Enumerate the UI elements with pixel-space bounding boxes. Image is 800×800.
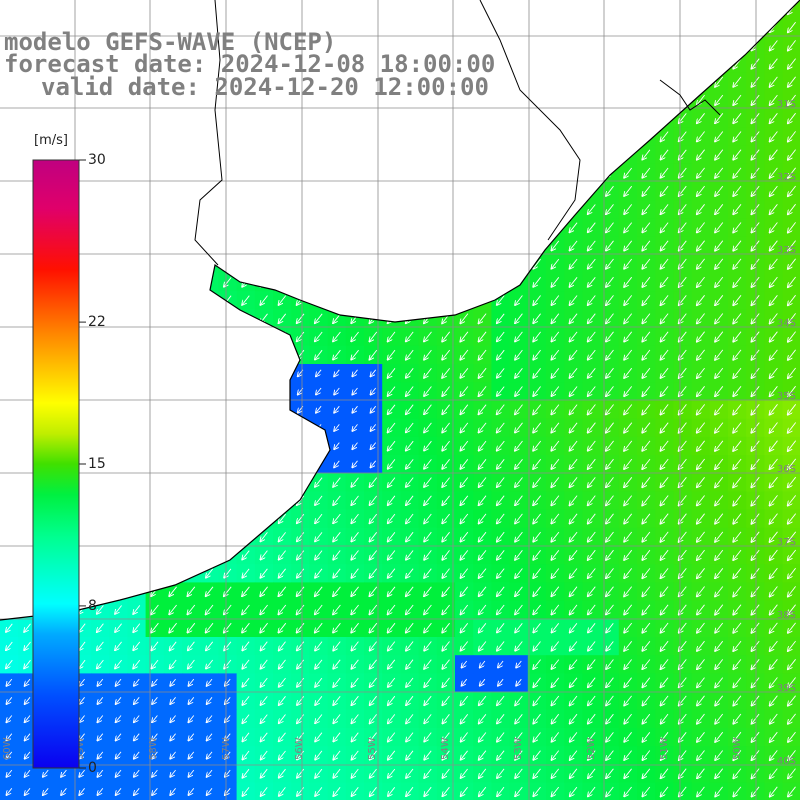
colorbar-tick-label: 15 [88,456,106,472]
lat-label: 33S [777,245,796,256]
title-valid-date: valid date: 2024-12-20 12:00:00 [41,73,489,101]
lon-label: 54W [440,737,451,760]
lat-label: 36S [777,464,796,475]
lat-label: 39S [777,683,796,694]
colorbar-tick-label: 8 [88,598,97,614]
lon-label: 55W [367,737,378,760]
lon-label: 58W [148,737,159,760]
lat-label: 34S [777,318,796,329]
lon-label: 60W [2,737,13,760]
lat-label: 40S [777,756,796,767]
lat-label: 35S [777,391,796,402]
lat-label: 37S [777,537,796,548]
colorbar-tick-label: 30 [88,152,106,168]
lon-label: 50W [732,737,743,760]
lon-label: 56W [294,737,305,760]
colorbar-tick-label: 22 [88,314,106,330]
lat-label: 38S [777,610,796,621]
colorbar [32,159,80,769]
lon-label: 57W [221,737,232,760]
lon-label: 52W [586,737,597,760]
colorbar-tick-label: 0 [88,760,97,776]
lon-label: 51W [659,737,670,760]
lon-label: 53W [513,737,524,760]
colorbar-unit: [m/s] [34,133,68,148]
wind-cell [782,782,800,800]
lat-label: 32S [777,172,796,183]
lat-label: 31S [777,99,796,110]
